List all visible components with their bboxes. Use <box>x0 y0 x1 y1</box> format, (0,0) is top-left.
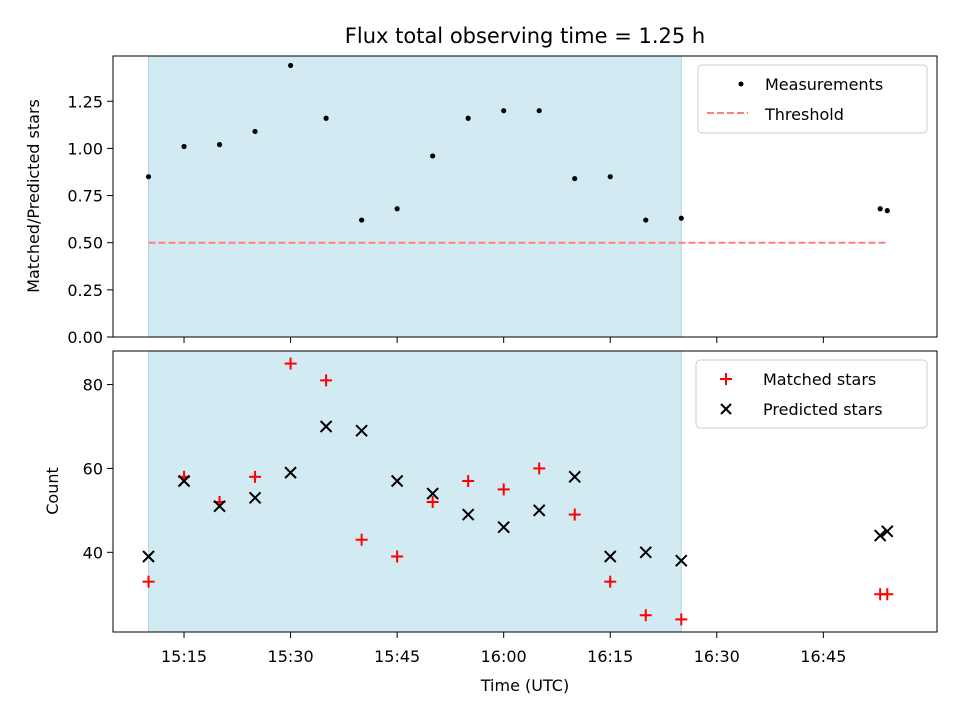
matched-star-marker <box>462 475 475 488</box>
observing-interval-shade-top <box>148 55 682 338</box>
count-legend-box <box>695 359 928 429</box>
x-tick-label: 15:30 <box>268 647 314 666</box>
x-tick-label: 16:00 <box>481 647 527 666</box>
y-tick-label: 80 <box>83 376 103 395</box>
matched-star-marker <box>355 533 368 546</box>
predicted-star-marker <box>568 470 581 484</box>
predicted-star-marker <box>604 550 617 563</box>
matched-star-marker <box>568 508 581 521</box>
ratio-y-axis-label: Matched/Predicted stars <box>24 99 43 293</box>
measurement-point <box>394 206 400 212</box>
y-tick-label: 0.75 <box>67 187 103 206</box>
measurement-point <box>430 153 436 159</box>
y-tick-label: 0.00 <box>67 328 103 347</box>
x-tick-label: 16:15 <box>587 647 633 666</box>
matched-star-marker <box>426 495 439 508</box>
observing-interval-shade-bottom <box>148 350 682 633</box>
chart-title: Flux total observing time = 1.25 h <box>345 24 705 48</box>
matched-star-marker <box>881 588 894 601</box>
matched-star-marker <box>391 550 404 563</box>
ratio-plot-frame <box>112 55 938 338</box>
measurement-point <box>287 62 294 69</box>
y-tick-label: 1.25 <box>67 92 103 111</box>
predicted-star-marker <box>390 474 404 488</box>
predicted-star-marker <box>284 466 297 479</box>
measurement-point <box>536 108 542 114</box>
ratio-x-ticks <box>183 337 824 343</box>
legend-label-predicted: Predicted stars <box>763 400 883 419</box>
ratio-legend-box <box>697 64 928 134</box>
ratio-legend: Measurements Threshold <box>697 64 928 134</box>
measurement-point <box>252 128 258 135</box>
measurement-point <box>877 206 883 212</box>
measurement-point <box>501 108 507 114</box>
legend-marker-matched <box>720 373 732 385</box>
y-tick-label: 1.00 <box>67 139 103 158</box>
matched-star-marker <box>675 613 688 626</box>
legend-label-threshold: Threshold <box>764 105 844 124</box>
shaded-interval <box>148 55 682 338</box>
matched-star-marker <box>320 374 333 387</box>
predicted-star-marker <box>355 424 368 437</box>
measurement-point <box>323 115 329 121</box>
predicted-star-marker <box>497 520 510 534</box>
measurement-point <box>643 217 649 223</box>
predicted-star-marker <box>639 546 652 559</box>
predicted-star-marker <box>532 504 546 517</box>
predicted-star-marker <box>675 554 688 567</box>
legend-marker-measurements <box>738 81 744 87</box>
matched-star-marker <box>604 575 617 588</box>
predicted-star-marker <box>248 491 262 504</box>
legend-label-measurements: Measurements <box>765 75 883 94</box>
ratio-series <box>145 62 890 244</box>
matched-star-marker <box>284 357 297 370</box>
measurement-point <box>359 217 365 223</box>
count-legend: Matched stars Predicted stars <box>695 359 928 429</box>
matched-star-marker <box>639 609 652 622</box>
measurement-point <box>465 115 471 121</box>
x-tick-label: 16:45 <box>800 647 846 666</box>
predicted-star-marker <box>873 529 887 542</box>
y-tick-label: 0.25 <box>67 281 103 300</box>
x-tick-label: 15:45 <box>374 647 420 666</box>
legend-label-matched: Matched stars <box>763 370 876 389</box>
count-y-ticks: 40 60 80 <box>83 376 113 562</box>
predicted-star-marker <box>426 487 439 500</box>
measurement-point <box>216 142 223 148</box>
measurement-point <box>181 143 187 150</box>
y-tick-label: 0.50 <box>67 234 103 253</box>
predicted-star-marker <box>142 550 155 563</box>
x-tick-label: 15:15 <box>161 647 207 666</box>
shaded-interval <box>148 350 682 633</box>
y-tick-label: 40 <box>83 543 103 562</box>
matched-star-marker <box>249 470 262 483</box>
predicted-star-marker <box>177 474 191 488</box>
matched-star-marker <box>497 483 510 496</box>
x-tick-label: 16:30 <box>694 647 740 666</box>
ratio-panel: 0.00 0.25 0.50 0.75 1.00 1.25 Matched/Predict… <box>24 55 938 347</box>
legend-marker-predicted <box>720 403 732 415</box>
y-tick-label: 60 <box>83 459 103 478</box>
predicted-star-marker <box>461 508 475 521</box>
matched-star-marker <box>142 575 155 588</box>
measurement-point <box>572 175 578 182</box>
count-y-axis-label: Count <box>43 467 62 515</box>
count-x-ticks: 15:15 15:30 15:45 16:00 16:15 16:30 16:45 <box>161 632 846 666</box>
measurement-point <box>145 174 152 180</box>
ratio-y-ticks: 0.00 0.25 0.50 0.75 1.00 1.25 <box>67 92 113 347</box>
measurement-point <box>607 174 613 180</box>
count-panel: 40 60 80 15:15 15:30 15:45 16:00 16:15 16:30 16:… <box>43 350 938 695</box>
x-axis-label: Time (UTC) <box>480 676 569 695</box>
count-plot-frame <box>112 350 938 633</box>
count-series <box>142 357 894 626</box>
predicted-star-marker <box>213 499 226 513</box>
measurement-point <box>884 208 890 214</box>
matched-star-marker <box>533 462 546 475</box>
measurement-point <box>678 215 684 221</box>
predicted-star-marker <box>881 525 894 538</box>
predicted-star-marker <box>319 420 333 433</box>
